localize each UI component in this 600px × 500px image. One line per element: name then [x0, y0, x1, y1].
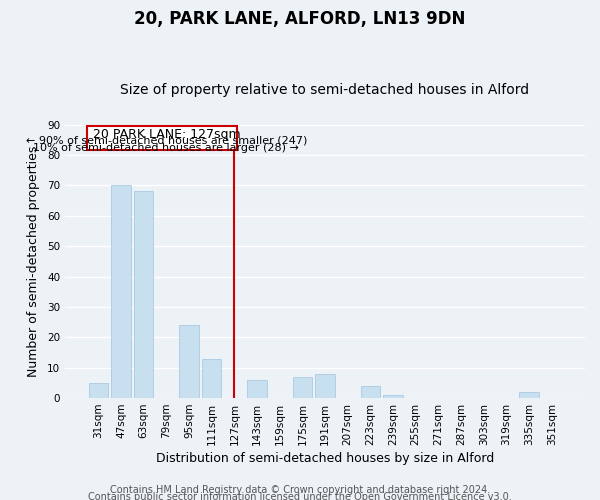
X-axis label: Distribution of semi-detached houses by size in Alford: Distribution of semi-detached houses by …	[156, 452, 494, 465]
Bar	[134, 192, 154, 398]
Bar	[383, 395, 403, 398]
Bar	[520, 392, 539, 398]
Bar	[89, 383, 108, 398]
Text: ← 90% of semi-detached houses are smaller (247): ← 90% of semi-detached houses are smalle…	[26, 135, 307, 145]
Bar	[112, 186, 131, 398]
Y-axis label: Number of semi-detached properties: Number of semi-detached properties	[27, 146, 40, 377]
Text: 20, PARK LANE, ALFORD, LN13 9DN: 20, PARK LANE, ALFORD, LN13 9DN	[134, 10, 466, 28]
Text: 10% of semi-detached houses are larger (28) →: 10% of semi-detached houses are larger (…	[34, 144, 299, 154]
Bar	[179, 325, 199, 398]
Bar	[293, 377, 312, 398]
Text: Contains HM Land Registry data © Crown copyright and database right 2024.: Contains HM Land Registry data © Crown c…	[110, 485, 490, 495]
Bar	[247, 380, 266, 398]
Bar	[361, 386, 380, 398]
FancyBboxPatch shape	[87, 126, 236, 150]
Text: Contains public sector information licensed under the Open Government Licence v3: Contains public sector information licen…	[88, 492, 512, 500]
Bar	[316, 374, 335, 398]
Title: Size of property relative to semi-detached houses in Alford: Size of property relative to semi-detach…	[121, 83, 530, 97]
Bar	[202, 358, 221, 398]
Text: 20 PARK LANE: 127sqm: 20 PARK LANE: 127sqm	[92, 128, 240, 140]
